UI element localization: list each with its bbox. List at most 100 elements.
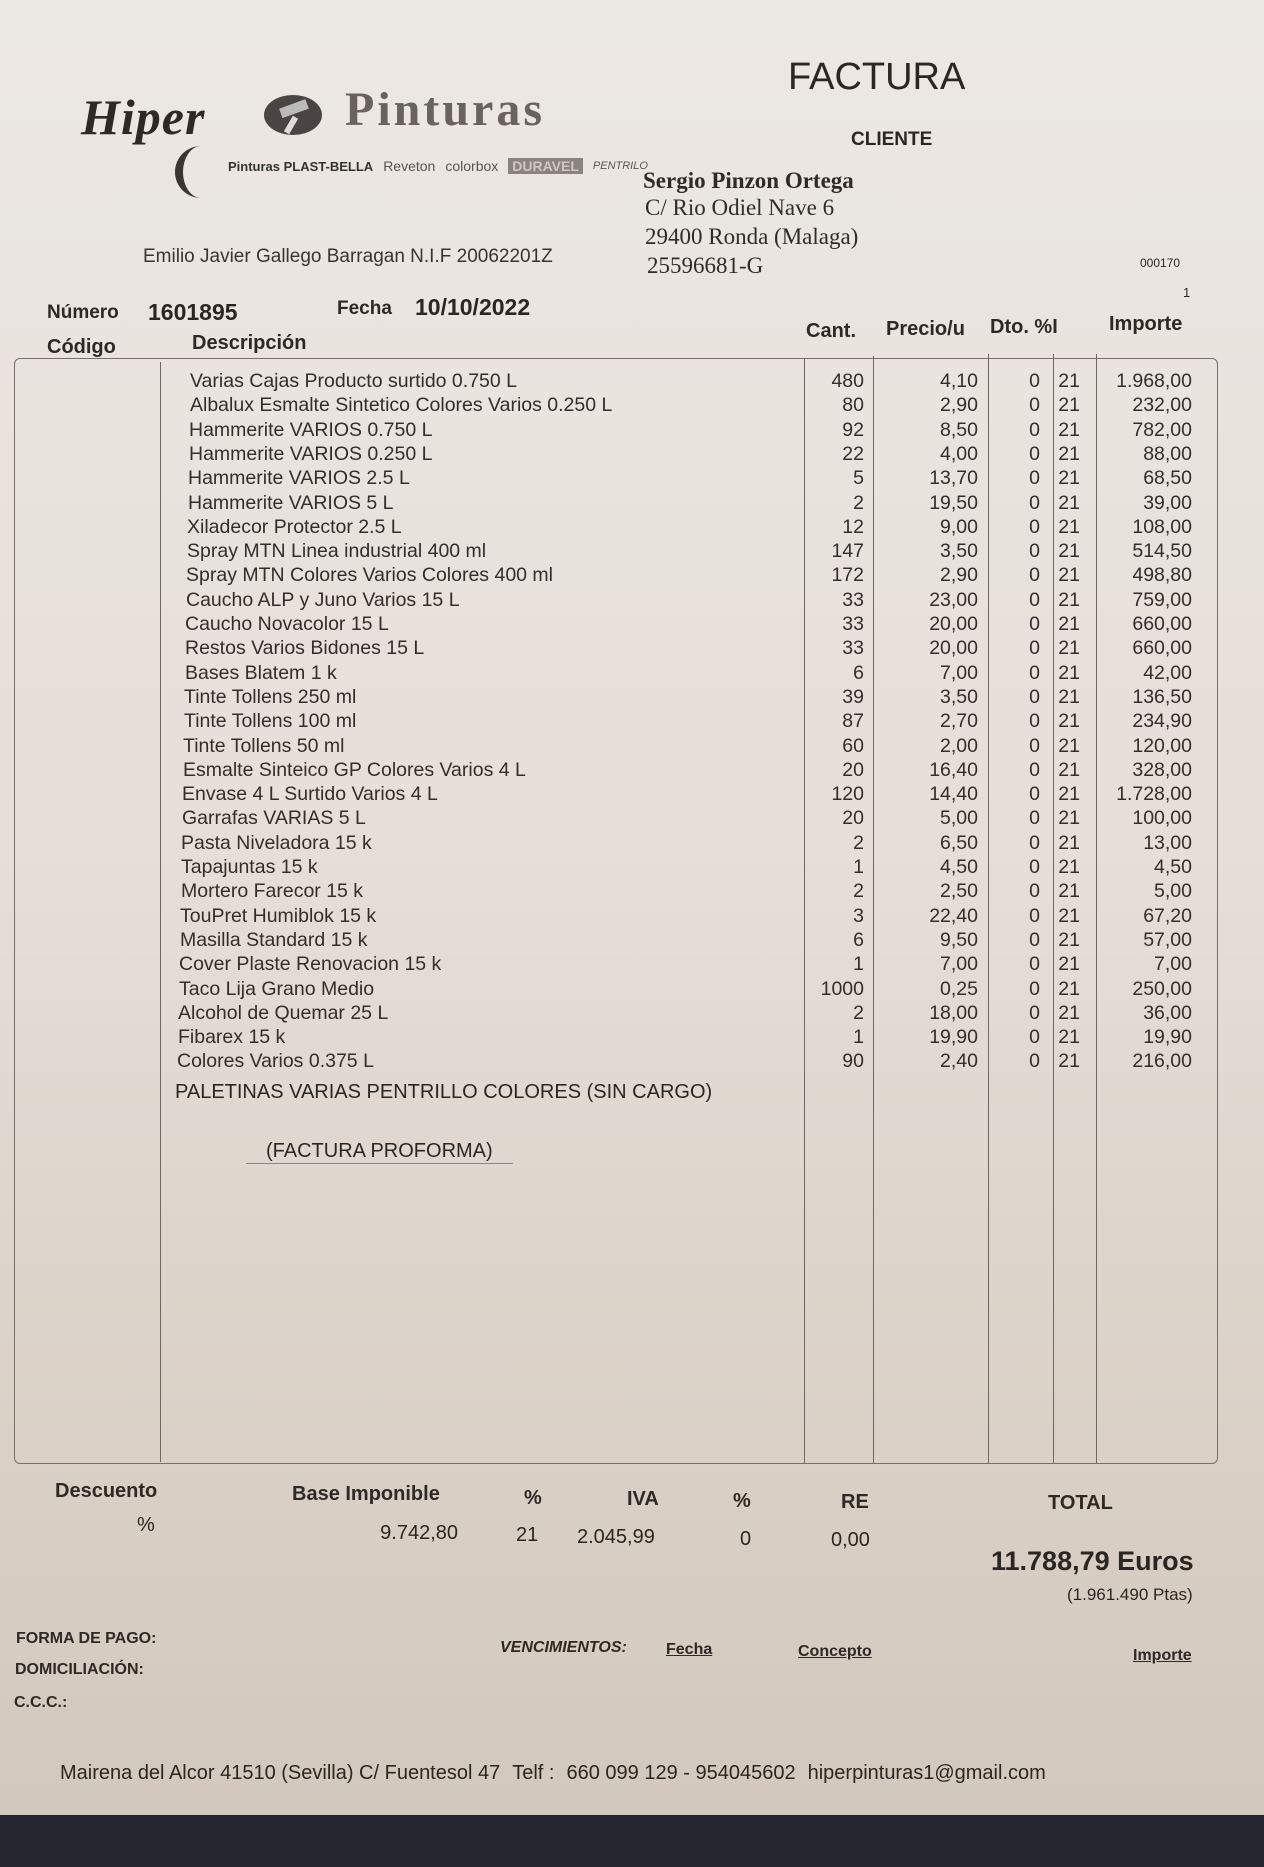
item-discount: 0 bbox=[1029, 880, 1040, 903]
item-description: Varias Cajas Producto surtido 0.750 L bbox=[190, 370, 517, 392]
item-unit-price: 2,40 bbox=[940, 1050, 978, 1073]
item-amount: 36,00 bbox=[1143, 1001, 1192, 1024]
venc-fecha-label: Fecha bbox=[666, 1641, 713, 1658]
divider-dto bbox=[1053, 354, 1054, 1464]
table-row: Spray MTN Linea industrial 400 ml 147 3,50… bbox=[0, 540, 1264, 564]
item-amount: 100,00 bbox=[1132, 807, 1192, 830]
item-quantity: 1 bbox=[853, 953, 864, 976]
item-description: Fibarex 15 k bbox=[178, 1026, 286, 1049]
item-amount: 1.728,00 bbox=[1116, 783, 1192, 806]
item-amount: 39,00 bbox=[1143, 491, 1192, 514]
item-iva: 21 bbox=[1058, 904, 1080, 927]
venc-concepto-label: Concepto bbox=[798, 1643, 872, 1660]
item-amount: 19,90 bbox=[1143, 1026, 1192, 1049]
item-quantity: 33 bbox=[842, 588, 864, 611]
ccc-label: C.C.C.: bbox=[14, 1694, 68, 1711]
item-amount: 1.968,00 bbox=[1116, 370, 1192, 392]
item-description: Caucho Novacolor 15 L bbox=[185, 613, 389, 635]
client-name: Sergio Pinzon Ortega bbox=[643, 168, 854, 193]
brand-reveton: Reveton bbox=[383, 158, 436, 174]
item-discount: 0 bbox=[1029, 904, 1040, 927]
item-quantity: 33 bbox=[842, 637, 864, 660]
item-discount: 0 bbox=[1029, 758, 1040, 781]
item-iva: 21 bbox=[1058, 564, 1080, 587]
footer-phones: 660 099 129 - 954045602 bbox=[566, 1762, 796, 1784]
item-amount: 42,00 bbox=[1143, 661, 1192, 684]
col-codigo: Código bbox=[47, 336, 116, 358]
item-iva: 21 bbox=[1058, 783, 1080, 806]
table-row: Mortero Farecor 15 k 2 2,50 0 21 5,00 bbox=[0, 880, 1264, 904]
table-row: Caucho Novacolor 15 L 33 20,00 0 21 660,00 bbox=[0, 613, 1264, 637]
item-discount: 0 bbox=[1029, 613, 1040, 635]
item-discount: 0 bbox=[1029, 1001, 1040, 1024]
item-unit-price: 2,50 bbox=[940, 880, 978, 903]
table-row: Esmalte Sinteico GP Colores Varios 4 L 20… bbox=[0, 759, 1264, 783]
item-unit-price: 3,50 bbox=[940, 685, 978, 708]
item-description: Colores Varios 0.375 L bbox=[177, 1050, 374, 1073]
item-unit-price: 3,50 bbox=[940, 540, 978, 563]
col-precio: Precio/u bbox=[886, 318, 965, 340]
item-quantity: 172 bbox=[831, 564, 864, 587]
plast-bella-logo bbox=[175, 146, 227, 198]
item-description: Taco Lija Grano Medio bbox=[179, 977, 375, 1000]
item-unit-price: 2,90 bbox=[940, 394, 978, 417]
item-description: Tapajuntas 15 k bbox=[181, 856, 318, 878]
item-description: Envase 4 L Surtido Varios 4 L bbox=[182, 783, 438, 806]
items-table-frame bbox=[14, 358, 1218, 1464]
brand-colorbox: colorbox bbox=[445, 158, 499, 174]
photo-background-edge bbox=[0, 1815, 1264, 1867]
item-quantity: 5 bbox=[853, 467, 864, 490]
iva-label: IVA bbox=[627, 1488, 659, 1510]
item-iva: 21 bbox=[1058, 831, 1080, 854]
item-quantity: 60 bbox=[842, 734, 864, 757]
item-iva: 21 bbox=[1058, 928, 1080, 951]
item-discount: 0 bbox=[1029, 831, 1040, 854]
table-row: Caucho ALP y Juno Varios 15 L 33 23,00 0 21 7… bbox=[0, 589, 1264, 613]
item-amount: 67,20 bbox=[1143, 904, 1192, 927]
item-unit-price: 5,00 bbox=[940, 807, 978, 830]
item-unit-price: 2,70 bbox=[940, 710, 978, 733]
col-importe: Importe bbox=[1109, 313, 1183, 335]
item-unit-price: 20,00 bbox=[929, 613, 978, 635]
item-discount: 0 bbox=[1029, 807, 1040, 830]
item-description: Bases Blatem 1 k bbox=[185, 661, 337, 684]
item-amount: 660,00 bbox=[1132, 637, 1192, 660]
table-row: Spray MTN Colores Varios Colores 400 ml 1… bbox=[0, 564, 1264, 588]
item-iva: 21 bbox=[1058, 734, 1080, 757]
item-discount: 0 bbox=[1029, 564, 1040, 587]
table-row: Colores Varios 0.375 L 90 2,40 0 21 216,00 bbox=[0, 1050, 1264, 1074]
total-label: TOTAL bbox=[1048, 1492, 1113, 1514]
item-iva: 21 bbox=[1058, 491, 1080, 514]
descuento-label: Descuento bbox=[55, 1480, 158, 1502]
item-unit-price: 4,50 bbox=[940, 856, 978, 878]
item-unit-price: 19,90 bbox=[929, 1026, 978, 1049]
item-iva: 21 bbox=[1058, 418, 1080, 441]
item-iva: 21 bbox=[1058, 1050, 1080, 1073]
table-row: Xiladecor Protector 2.5 L 12 9,00 0 21 108,00 bbox=[0, 516, 1264, 540]
re-pct: 0 bbox=[740, 1528, 752, 1550]
table-row: Masilla Standard 15 k 6 9,50 0 21 57,00 bbox=[0, 929, 1264, 953]
item-amount: 4,50 bbox=[1154, 856, 1192, 878]
item-quantity: 147 bbox=[831, 540, 864, 563]
brand-logos-row: Pinturas PLAST-BELLA Reveton colorbox DU… bbox=[228, 158, 648, 174]
re-value: 0,00 bbox=[831, 1529, 870, 1551]
item-quantity: 22 bbox=[842, 442, 864, 465]
col-dto: Dto. %I bbox=[990, 316, 1058, 338]
table-row: Taco Lija Grano Medio 1000 0,25 0 21 250,00 bbox=[0, 978, 1264, 1002]
item-quantity: 90 bbox=[842, 1050, 864, 1073]
logo-pinturas: Pinturas bbox=[345, 83, 546, 136]
table-row: Alcohol de Quemar 25 L 2 18,00 0 21 36,00 bbox=[0, 1002, 1264, 1026]
item-discount: 0 bbox=[1029, 1026, 1040, 1049]
page-number: 1 bbox=[1183, 285, 1191, 300]
item-description: Spray MTN Linea industrial 400 ml bbox=[187, 540, 487, 563]
item-unit-price: 6,50 bbox=[940, 831, 978, 854]
item-amount: 57,00 bbox=[1143, 928, 1192, 951]
item-unit-price: 2,90 bbox=[940, 564, 978, 587]
item-iva: 21 bbox=[1058, 977, 1080, 1000]
item-unit-price: 16,40 bbox=[929, 758, 978, 781]
item-iva: 21 bbox=[1058, 953, 1080, 976]
venc-importe-label: Importe bbox=[1133, 1647, 1192, 1664]
item-unit-price: 9,00 bbox=[940, 515, 978, 538]
issuer-info: Emilio Javier Gallego Barragan N.I.F 200… bbox=[143, 246, 553, 267]
table-row: Tinte Tollens 50 ml 60 2,00 0 21 120,00 bbox=[0, 735, 1264, 759]
